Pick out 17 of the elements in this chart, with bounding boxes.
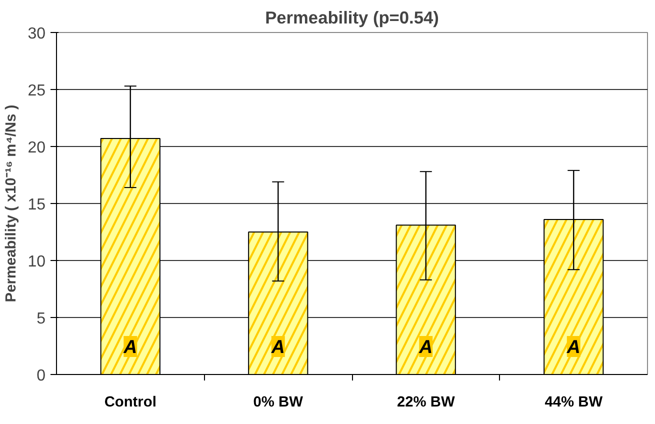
y-tick-label: 25 <box>28 82 46 100</box>
y-axis-title: Permeability ( x10⁻¹⁶ m⁴/Ns ) <box>4 104 20 302</box>
annotation: A <box>566 336 580 357</box>
x-tick-label: 44% BW <box>544 394 603 410</box>
annotation: A <box>122 336 138 357</box>
x-tick-label: 0% BW <box>253 394 304 410</box>
y-tick-label: 10 <box>28 254 46 270</box>
y-tick-label: 0 <box>36 368 46 384</box>
y-tick-label: 15 <box>28 196 46 214</box>
annotation: A <box>270 336 285 357</box>
y-tick-label: 20 <box>28 140 46 156</box>
x-tick-label: Control <box>104 394 156 410</box>
y-tick-label: 30 <box>28 26 46 42</box>
x-tick-label: 22% BW <box>396 394 455 410</box>
annotation: A <box>418 336 433 357</box>
chart-title: Permeability (p=0.54) <box>265 8 439 28</box>
y-tick-label: 5 <box>36 310 46 328</box>
